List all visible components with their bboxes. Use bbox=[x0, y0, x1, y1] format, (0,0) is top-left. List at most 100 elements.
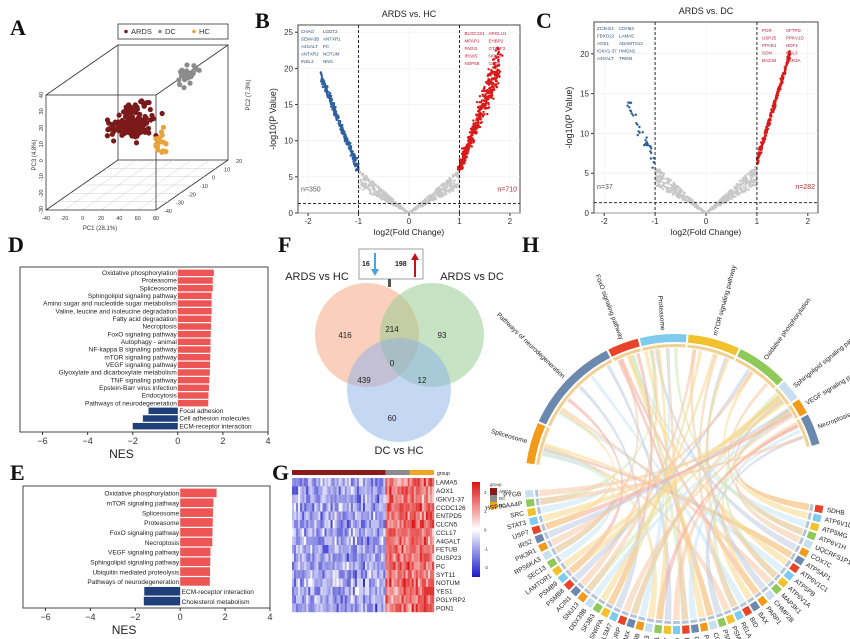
heatmap-cell bbox=[393, 494, 396, 504]
heatmap-cell bbox=[409, 561, 412, 571]
heatmap-cell bbox=[340, 494, 343, 504]
heatmap-cell bbox=[423, 545, 427, 554]
heatmap-cell bbox=[393, 570, 396, 579]
heatmap-cell bbox=[322, 545, 325, 554]
heatmap-cell bbox=[397, 603, 400, 613]
volcano-point-ns bbox=[655, 171, 658, 174]
heatmap-cell bbox=[302, 494, 305, 504]
volcano-point-ns bbox=[751, 168, 754, 171]
chord-gene-sector bbox=[626, 618, 636, 629]
heatmap-cell bbox=[405, 586, 408, 596]
heatmap-cell bbox=[342, 503, 345, 512]
heatmap-cell bbox=[423, 603, 427, 613]
heatmap-cell bbox=[350, 545, 354, 554]
heatmap-cell bbox=[306, 511, 309, 521]
volcano-point-up bbox=[765, 125, 768, 128]
heatmap-cell bbox=[320, 478, 323, 487]
volcano-point-down bbox=[650, 147, 653, 150]
volcano-point-up bbox=[498, 70, 502, 73]
heatmap-cell bbox=[397, 595, 400, 604]
volcano-title: ARDS vs. DC bbox=[679, 6, 734, 16]
heatmap-cell bbox=[369, 553, 372, 562]
heatmap-cell bbox=[367, 595, 370, 604]
nes-bar-label: Pathways of neurodegeneration bbox=[87, 579, 179, 586]
volcano-gene-label-down: HMGN1 bbox=[619, 49, 636, 54]
heatmap-cell bbox=[431, 586, 435, 596]
heatmap-cell bbox=[369, 561, 372, 571]
heatmap-cell bbox=[324, 570, 327, 579]
volcano-point-up bbox=[781, 73, 785, 76]
heatmap-cell bbox=[318, 503, 321, 512]
heatmap-cell bbox=[352, 570, 356, 579]
heatmap-cell bbox=[395, 519, 398, 529]
volcano-point-up bbox=[780, 79, 783, 83]
pca-point-dc bbox=[177, 69, 184, 75]
heatmap-cell bbox=[352, 511, 356, 521]
heatmap-cell bbox=[316, 511, 319, 521]
heatmap-cell bbox=[354, 578, 358, 588]
heatmap-cell bbox=[365, 511, 368, 521]
heatmap-cell bbox=[348, 528, 352, 537]
volcano-point-ns bbox=[720, 197, 723, 200]
volcano-point-ns bbox=[743, 186, 746, 189]
heatmap-cell bbox=[346, 595, 349, 604]
heatmap-cell bbox=[320, 528, 323, 537]
heatmap-cell bbox=[340, 511, 343, 521]
volcano-point-ns bbox=[364, 186, 367, 189]
heatmap-cell bbox=[330, 570, 333, 579]
heatmap-cell bbox=[338, 536, 341, 546]
heatmap-cell bbox=[304, 478, 307, 487]
volcano-point-up bbox=[464, 152, 468, 156]
heatmap-cell bbox=[409, 536, 412, 546]
chord-ribbon bbox=[690, 349, 778, 579]
heatmap-cell bbox=[322, 503, 325, 512]
nes-bar bbox=[180, 527, 213, 537]
heatmap-cell bbox=[367, 478, 370, 487]
chord-gene-inner-track bbox=[754, 591, 762, 599]
volcano-point-ns bbox=[719, 203, 722, 206]
heatmap-cell bbox=[330, 536, 333, 546]
heatmap-cell bbox=[318, 494, 321, 504]
heatmap-cell bbox=[316, 561, 319, 571]
heatmap-cell bbox=[421, 503, 425, 512]
nes-bar bbox=[177, 300, 212, 307]
heatmap-cell bbox=[318, 486, 321, 495]
volcano-point-up bbox=[472, 122, 475, 125]
heatmap-cell bbox=[344, 545, 347, 554]
volcano-point-down bbox=[649, 157, 653, 160]
pca-point-ards bbox=[146, 99, 152, 106]
heatmap-cell bbox=[373, 586, 376, 596]
volcano-point-ns bbox=[709, 207, 712, 210]
volcano-point-up bbox=[471, 134, 474, 137]
heatmap-cell bbox=[393, 578, 396, 588]
chord-gene-sector bbox=[812, 513, 822, 523]
volcano-x-label: log2(Fold Change) bbox=[671, 227, 742, 237]
volcano-point-ns bbox=[445, 181, 448, 184]
heatmap-cell bbox=[373, 553, 376, 562]
volcano-point-ns bbox=[658, 174, 661, 178]
heatmap-cell bbox=[296, 519, 299, 529]
heatmap-cell bbox=[425, 528, 429, 537]
heatmap-cell bbox=[397, 586, 400, 596]
heatmap-cell bbox=[300, 595, 303, 604]
volcano-point-up bbox=[478, 95, 482, 98]
heatmap-cell bbox=[292, 570, 295, 579]
volcano-y-tick: 10 bbox=[580, 129, 589, 138]
heatmap-legend-swatch bbox=[490, 488, 497, 495]
volcano-point-ns bbox=[386, 198, 389, 202]
volcano-point-ns bbox=[700, 207, 703, 210]
volcano-gene-label-down: INSL3 bbox=[301, 59, 314, 64]
volcano-point-up bbox=[497, 60, 500, 63]
heatmap-cell bbox=[312, 570, 315, 579]
heatmap-cell bbox=[393, 536, 396, 546]
heatmap-cell bbox=[399, 603, 402, 613]
pca-point-dc bbox=[177, 81, 183, 88]
heatmap-cell bbox=[419, 494, 423, 504]
volcano-point-ns bbox=[398, 206, 401, 210]
volcano-point-ns bbox=[437, 185, 440, 189]
volcano-point-ns bbox=[445, 193, 448, 196]
heatmap-cell bbox=[429, 486, 433, 495]
heatmap-cell bbox=[360, 603, 364, 613]
chord-pathway-label: Necroptosis bbox=[817, 411, 850, 430]
